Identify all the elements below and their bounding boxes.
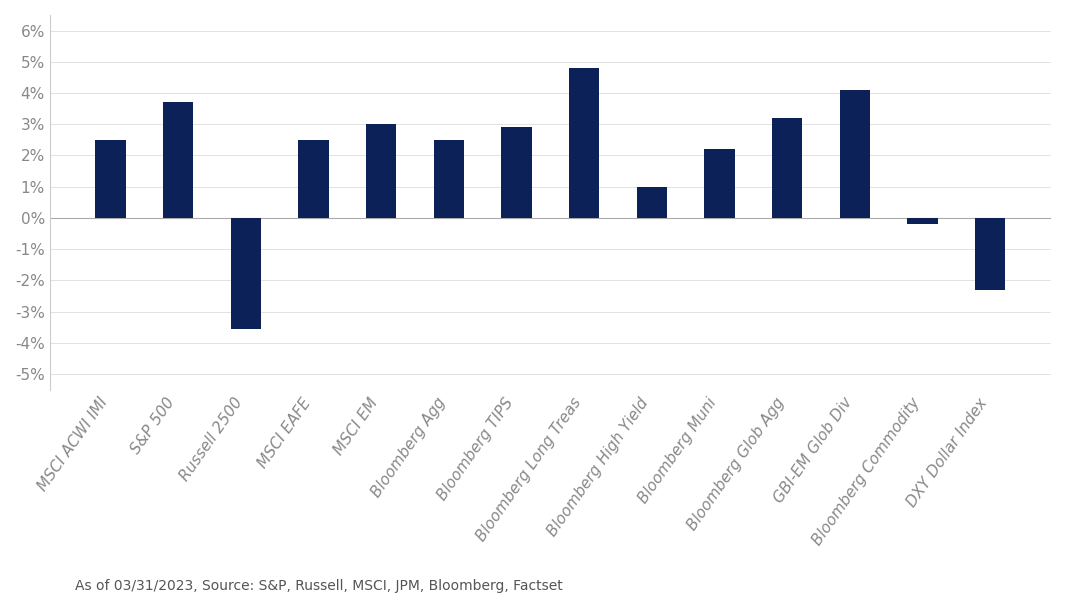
Bar [636,187,667,218]
Bar [298,140,328,218]
Bar [501,128,532,218]
Bar [975,218,1005,290]
Bar [840,90,870,218]
Bar [907,218,938,224]
Bar [366,124,397,218]
Bar [434,140,464,218]
Bar [569,68,599,218]
Bar [163,102,193,218]
Bar [772,118,803,218]
Bar [705,149,734,218]
Bar [95,140,126,218]
Text: As of 03/31/2023, Source: S&P, Russell, MSCI, JPM, Bloomberg, Factset: As of 03/31/2023, Source: S&P, Russell, … [75,579,563,593]
Bar [230,218,261,329]
